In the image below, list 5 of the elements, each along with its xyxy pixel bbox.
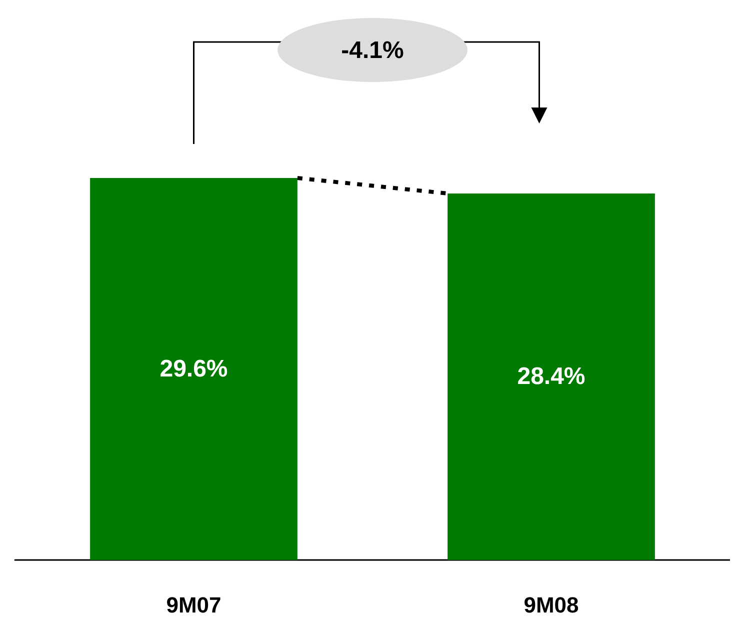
x-tick-label: 9M08: [524, 592, 579, 618]
data-label: 28.4%: [517, 363, 586, 390]
data-label: 29.6%: [160, 356, 228, 382]
text: -4.1%: [341, 37, 404, 64]
x-tick-label: 9M07: [166, 592, 222, 618]
